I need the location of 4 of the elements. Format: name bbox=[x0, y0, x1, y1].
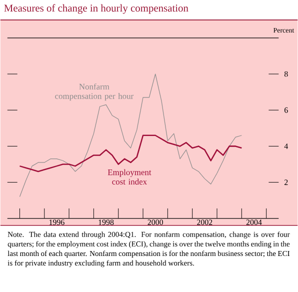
chart-title: Measures of change in hourly compensation bbox=[4, 4, 188, 14]
series-label: Employment cost index bbox=[108, 169, 152, 184]
line-series bbox=[19, 74, 242, 197]
series-label: Nonfarm compensation per hour bbox=[55, 83, 134, 101]
